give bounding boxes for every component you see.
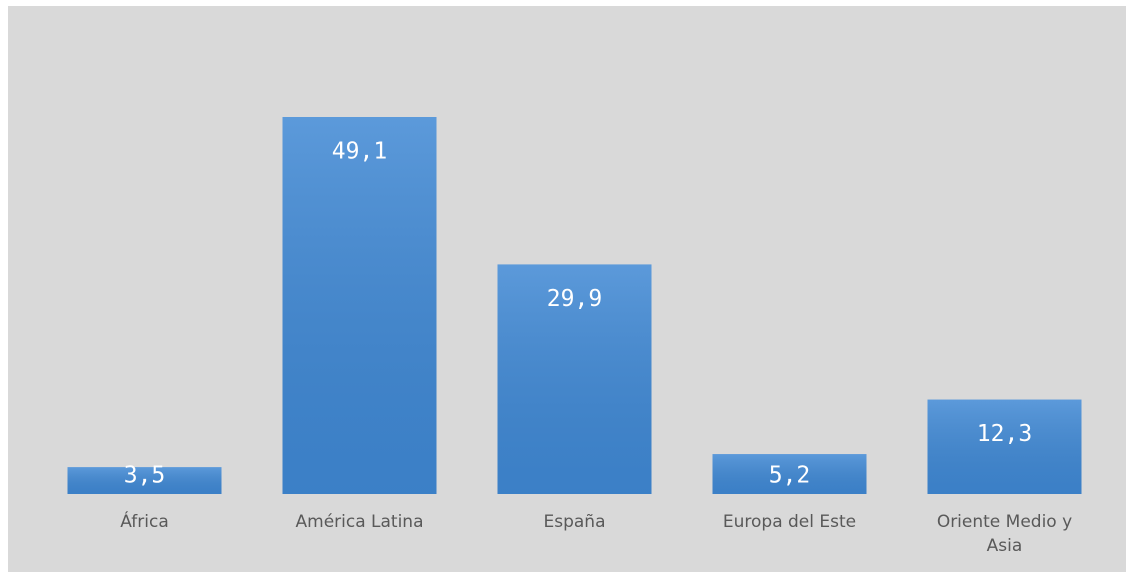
bar-shade <box>67 467 222 494</box>
value-label: 3,5 <box>124 463 166 489</box>
bar-shade <box>497 264 652 494</box>
value-label: 29,9 <box>547 286 602 312</box>
value-label: 5,2 <box>769 463 811 489</box>
bar-shade <box>712 454 867 494</box>
x-tick-label: Oriente Medio y Asia <box>936 512 1073 556</box>
bar-shade <box>282 117 437 494</box>
x-tick-label: Europa del Este <box>722 512 857 532</box>
x-tick-label: España <box>543 512 606 532</box>
x-tick-label: África <box>120 512 169 532</box>
value-label: 12,3 <box>977 421 1032 447</box>
x-tick-label: América Latina <box>295 512 424 532</box>
bar-shade <box>927 399 1082 494</box>
value-label: 49,1 <box>332 139 387 165</box>
